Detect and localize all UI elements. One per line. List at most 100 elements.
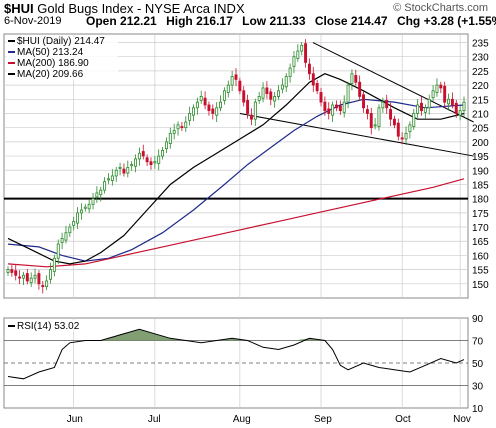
candle-body — [107, 178, 110, 181]
candle-body — [381, 101, 385, 109]
candle-body — [83, 206, 87, 209]
rsi-legend-entry: RSI(14) 53.02 — [17, 321, 80, 332]
ma50-line — [7, 98, 465, 262]
candle-body — [377, 107, 381, 127]
candle-body — [304, 43, 308, 63]
candle-body — [130, 164, 134, 167]
price-y-tick-label: 180 — [472, 195, 489, 206]
price-y-tick-label: 205 — [472, 124, 489, 135]
candle-body — [261, 87, 265, 99]
x-tick-label: Oct — [395, 414, 411, 425]
price-y-tick-label: 160 — [472, 251, 489, 262]
legend-bg — [6, 70, 118, 80]
price-y-tick-label: 170 — [472, 223, 489, 234]
candle-body — [412, 113, 416, 127]
ohlc-summary: Open 212.21 High 216.17 Low 211.33 Close… — [86, 14, 496, 28]
candle-body — [14, 270, 18, 276]
candle-body — [25, 273, 29, 282]
candle-body — [68, 226, 72, 234]
candle-body — [76, 212, 80, 224]
candle-body — [327, 108, 331, 114]
open-value: Open 212.21 — [86, 14, 157, 28]
candle-body — [161, 149, 165, 157]
x-tick-label: Aug — [233, 414, 251, 425]
candle-body — [188, 113, 192, 121]
candle-body — [277, 90, 280, 97]
candle-body — [41, 285, 45, 288]
candle-body — [400, 137, 404, 140]
high-value: High 216.17 — [166, 14, 233, 28]
low-value: Low 211.33 — [242, 14, 306, 28]
rsi-line — [7, 328, 465, 380]
candle-body — [122, 168, 126, 174]
candle-body — [45, 280, 49, 288]
candle-body — [315, 82, 319, 92]
candle-body — [300, 44, 304, 52]
candle-body — [319, 92, 323, 103]
candle-body — [211, 108, 215, 114]
candle-body — [246, 100, 250, 114]
price-y-tick-label: 155 — [472, 266, 489, 277]
trendline — [239, 112, 474, 157]
ma20-line — [7, 73, 465, 265]
candle-body — [342, 101, 346, 113]
candle-body — [195, 101, 199, 109]
candle-body — [180, 126, 184, 129]
candle-body — [149, 161, 153, 165]
candle-body — [408, 124, 412, 133]
candle-body — [79, 209, 83, 214]
candle-body — [373, 124, 377, 127]
candle-body — [420, 102, 423, 112]
price-y-tick-label: 215 — [472, 95, 489, 106]
candle-body — [362, 94, 365, 109]
candle-body — [215, 107, 219, 116]
candle-body — [64, 232, 68, 241]
price-y-tick-label: 185 — [472, 180, 489, 191]
candle-body — [427, 98, 431, 109]
candle-body — [284, 76, 288, 88]
candle-body — [242, 90, 246, 103]
symbol: $HUI — [4, 1, 34, 16]
candle-body — [153, 161, 157, 164]
price-y-tick-label: 210 — [472, 109, 489, 120]
candle-body — [199, 96, 203, 101]
legend-bg — [6, 37, 118, 47]
candle-body — [450, 98, 454, 106]
candle-body — [192, 107, 195, 116]
candle-body — [222, 90, 226, 101]
candle-body — [52, 257, 56, 272]
candle-body — [396, 122, 400, 137]
price-y-tick-label: 150 — [472, 280, 489, 291]
candle-body — [126, 167, 130, 174]
price-y-tick-label: 235 — [472, 39, 489, 50]
candle-body — [280, 84, 284, 90]
candle-body — [439, 84, 443, 89]
candle-body — [72, 220, 76, 226]
candle-body — [404, 132, 408, 140]
candle-body — [423, 107, 427, 113]
legend-entry: MA(200) 186.90 — [17, 58, 89, 69]
candle-body — [389, 109, 393, 120]
candle-body — [323, 101, 327, 112]
price-y-tick-label: 225 — [472, 67, 489, 78]
candle-body — [454, 102, 458, 114]
candle-body — [56, 243, 60, 259]
candle-body — [6, 269, 10, 273]
close-value: Close 214.47 — [314, 14, 388, 28]
symbol-description: Gold Bugs Index - NYSE Arca INDX — [37, 1, 245, 16]
candle-body — [226, 84, 230, 93]
candle-body — [392, 118, 396, 126]
rsi-y-tick-label: 30 — [472, 382, 484, 393]
candle-body — [354, 75, 358, 83]
chart-date: 6-Nov-2019 — [4, 15, 62, 27]
candle-body — [385, 100, 389, 109]
x-tick-label: Jul — [148, 414, 161, 425]
candle-body — [335, 104, 338, 109]
candle-body — [338, 105, 342, 112]
chart-title: $HUI Gold Bugs Index - NYSE Arca INDX — [4, 1, 245, 16]
candle-body — [145, 157, 149, 163]
candle-body — [238, 80, 242, 92]
candle-body — [234, 74, 238, 80]
candle-body — [296, 50, 300, 59]
